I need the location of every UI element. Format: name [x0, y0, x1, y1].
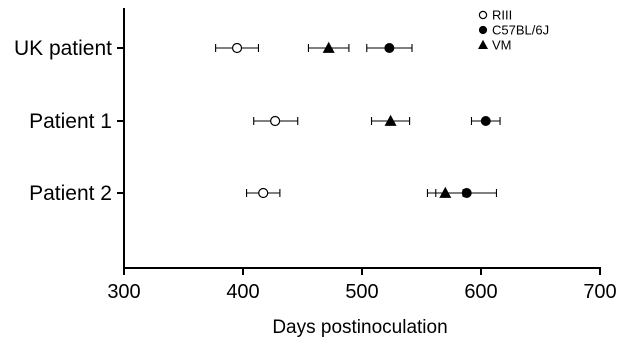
x-axis-title: Days postinoculation: [272, 317, 447, 338]
data-point-c57bl-6j: [480, 116, 491, 126]
data-point-group: [246, 187, 281, 199]
legend-marker: [478, 25, 488, 35]
x-tick-label: 600: [464, 281, 497, 303]
legend-marker: [478, 10, 488, 20]
axes: [123, 8, 601, 269]
x-tick-label: 400: [226, 281, 259, 303]
category-labels: UK patient Patient 1 Patient 2: [14, 37, 124, 205]
data-point-group: [370, 114, 411, 126]
data-point-group: [426, 186, 464, 198]
x-tick-label: 700: [583, 281, 616, 303]
legend-label: VM: [492, 38, 512, 53]
data-point-riii: [231, 42, 243, 54]
data-point-vm: [384, 114, 397, 126]
legend-label: C57BL/6J: [492, 23, 549, 38]
data-point-vm: [439, 186, 452, 198]
data-point-group: [307, 41, 350, 53]
data-point-group: [215, 42, 260, 54]
category-label: Patient 1: [29, 110, 112, 133]
x-ticks: 300 400 500 600 700: [107, 268, 617, 303]
data-point-group: [253, 115, 299, 127]
data-point-riii: [270, 115, 281, 127]
data-point-group: [470, 116, 501, 126]
data-point-riii: [258, 187, 269, 199]
category-label: UK patient: [14, 37, 112, 60]
data-point-c57bl-6j: [384, 43, 395, 53]
x-tick-label: 500: [345, 281, 378, 303]
data-marks: [215, 41, 501, 199]
legend-label: RIII: [492, 8, 512, 23]
legend-marker: [478, 39, 488, 50]
data-point-vm: [322, 41, 335, 53]
data-point-group: [366, 43, 413, 53]
x-tick-label: 300: [107, 281, 140, 303]
category-label: Patient 2: [29, 182, 112, 205]
